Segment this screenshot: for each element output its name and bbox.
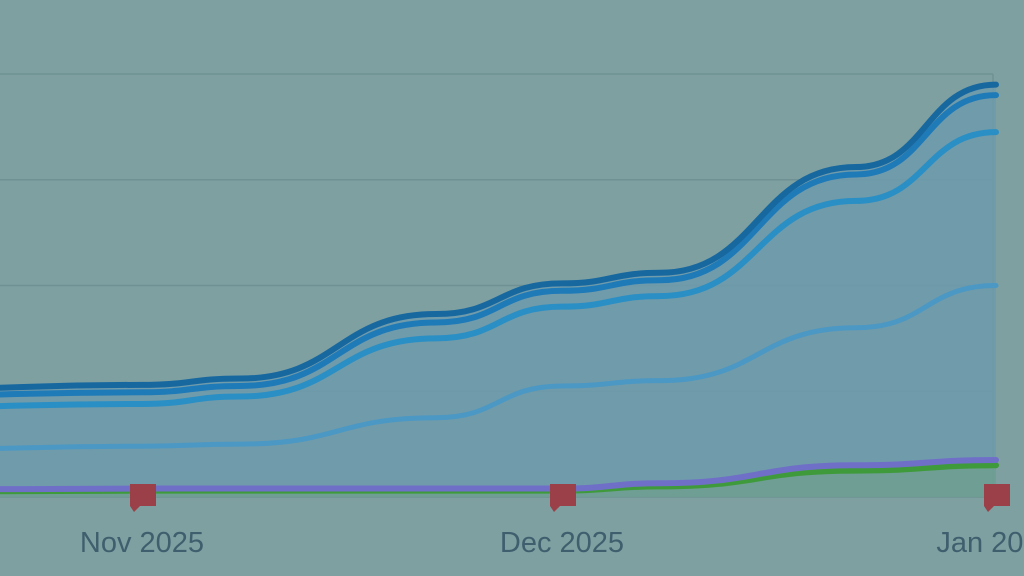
x-tick-label-1: Nov 2025 [80,527,204,559]
annotation-flag-2[interactable] [550,484,576,512]
area-fill [0,84,996,497]
x-axis: Nov 2025 Dec 2025 Jan 2026 [80,527,1024,559]
series-line-4 [0,129,999,410]
annotation-flag-3[interactable] [984,484,1010,512]
stacked-area [0,84,996,497]
series-line-5 [0,92,999,398]
series-line-6 [0,81,999,391]
x-tick-label-2: Dec 2025 [500,527,624,559]
area-fill-green [0,465,996,497]
annotation-flags [130,484,1010,512]
annotation-flag-1[interactable] [130,484,156,512]
series-line-3 [0,283,999,451]
x-tick-label-3: Jan 2026 [936,527,1024,559]
